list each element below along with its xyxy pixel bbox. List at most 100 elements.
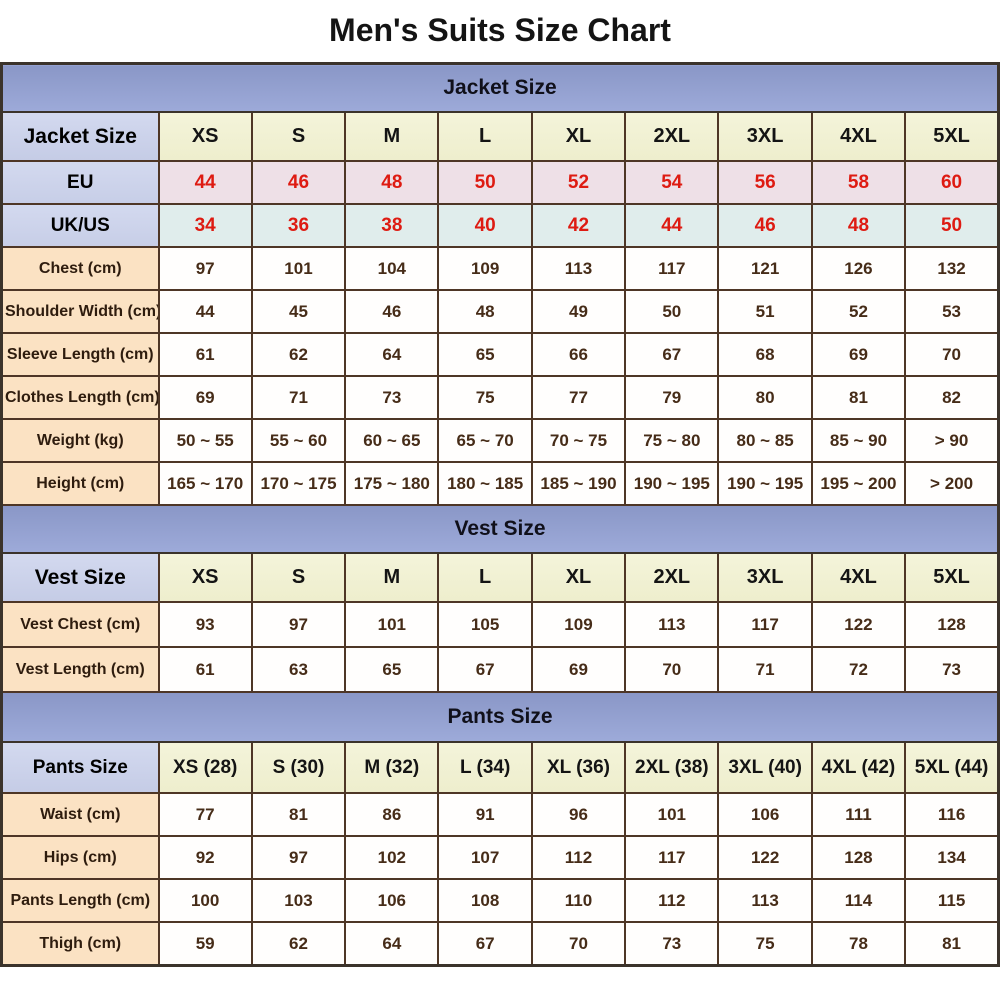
row-label: Clothes Length (cm) [0,375,160,420]
table-cell: 45 [250,289,347,334]
table-cell: 44 [624,203,720,248]
table-cell: 40 [437,203,533,248]
table-row-shoulder-width-cm-: Shoulder Width (cm) 44 45 46 48 49 50 51 52 53 [0,289,1000,334]
column-header-vest-size-m: M [344,552,440,603]
table-cell: 58 [810,160,907,205]
section-band-pants-size: Pants Size [0,691,1000,743]
table-cell: 107 [437,835,533,880]
column-header-pants-size-s30: S (30) [250,741,347,794]
table-cell: 165 ~ 170 [157,461,253,506]
table-cell: 78 [810,921,907,967]
table-cell: 44 [157,289,253,334]
table-cell: 105 [437,601,533,648]
table-cell: 97 [250,835,347,880]
table-cell: 77 [157,792,253,837]
size-header-row-vest-size: Vest Size XS S M L XL 2XL 3XL 4XL 5XL [0,552,1000,603]
size-table: Jacket Size Jacket Size XS S M L XL 2XL 3XL 4XL 5X… [0,62,1000,967]
table-cell: 75 [437,375,533,420]
table-cell: 46 [344,289,440,334]
column-header-jacket-size-xl: XL [530,111,627,162]
table-cell: > 90 [904,418,1000,463]
section-header-vest-size: Vest Size [0,504,1000,554]
column-header-jacket-size-3xl: 3XL [717,111,813,162]
column-header-pants-size-3xl40: 3XL (40) [717,741,813,794]
table-cell: 70 [904,332,1000,377]
table-cell: 36 [250,203,347,248]
column-header-jacket-size-xs: XS [157,111,253,162]
table-cell: 93 [157,601,253,648]
table-cell: 185 ~ 190 [530,461,627,506]
size-header-row-jacket-size: Jacket Size XS S M L XL 2XL 3XL 4XL 5XL [0,111,1000,162]
table-cell: 67 [624,332,720,377]
table-cell: 48 [810,203,907,248]
table-cell: 70 [624,646,720,693]
section-header-jacket-size: Jacket Size [0,62,1000,113]
table-cell: 117 [624,835,720,880]
table-cell: 109 [437,246,533,291]
table-cell: 67 [437,646,533,693]
table-cell: 81 [250,792,347,837]
size-header-row-pants-size: Pants Size XS (28) S (30) M (32) L (34) XL (3… [0,741,1000,794]
column-header-vest-size-xs: XS [157,552,253,603]
table-cell: 195 ~ 200 [810,461,907,506]
table-cell: 170 ~ 175 [250,461,347,506]
table-cell: 100 [157,878,253,923]
table-cell: 42 [530,203,627,248]
column-header-vest-size-s: S [250,552,347,603]
table-cell: 113 [624,601,720,648]
table-cell: 112 [624,878,720,923]
table-cell: 46 [250,160,347,205]
row-label: Vest Length (cm) [0,646,160,693]
column-header-pants-size-5xl44: 5XL (44) [904,741,1000,794]
row-label: Vest Chest (cm) [0,601,160,648]
table-cell: 80 ~ 85 [717,418,813,463]
table-cell: 122 [810,601,907,648]
column-header-vest-size-3xl: 3XL [717,552,813,603]
table-cell: 69 [157,375,253,420]
table-row-height-cm-: Height (cm) 165 ~ 170 170 ~ 175 175 ~ 180 18… [0,461,1000,506]
table-cell: 50 [437,160,533,205]
table-cell: 44 [157,160,253,205]
table-cell: 128 [904,601,1000,648]
corner-header-jacket-size: Jacket Size [0,111,160,162]
table-cell: 132 [904,246,1000,291]
table-cell: 73 [344,375,440,420]
size-table-body: Jacket Size Jacket Size XS S M L XL 2XL 3XL 4XL 5X… [0,62,1000,967]
table-cell: 104 [344,246,440,291]
column-header-vest-size-xl: XL [530,552,627,603]
row-label: Height (cm) [0,461,160,506]
table-cell: 73 [904,646,1000,693]
table-cell: 60 ~ 65 [344,418,440,463]
table-cell: 50 [904,203,1000,248]
section-header-pants-size: Pants Size [0,691,1000,743]
table-cell: 122 [717,835,813,880]
table-cell: 69 [810,332,907,377]
table-cell: 53 [904,289,1000,334]
table-cell: 67 [437,921,533,967]
table-cell: 85 ~ 90 [810,418,907,463]
table-cell: 128 [810,835,907,880]
table-cell: 46 [717,203,813,248]
column-header-jacket-size-m: M [344,111,440,162]
table-cell: 55 ~ 60 [250,418,347,463]
table-row-chest-cm-: Chest (cm) 97 101 104 109 113 117 121 126 132 [0,246,1000,291]
column-header-pants-size-4xl42: 4XL (42) [810,741,907,794]
table-row-pants-length-cm-: Pants Length (cm) 100 103 106 108 110 112 113 11… [0,878,1000,923]
corner-header-pants-size: Pants Size [0,741,160,794]
section-band-jacket-size: Jacket Size [0,62,1000,113]
table-row-waist-cm-: Waist (cm) 77 81 86 91 96 101 106 111 116 [0,792,1000,837]
table-cell: 34 [157,203,253,248]
table-row-vest-chest-cm-: Vest Chest (cm) 93 97 101 105 109 113 117 122 128 [0,601,1000,648]
row-label: Shoulder Width (cm) [0,289,160,334]
table-cell: 115 [904,878,1000,923]
table-cell: 48 [344,160,440,205]
column-header-vest-size-4xl: 4XL [810,552,907,603]
column-header-vest-size-5xl: 5XL [904,552,1000,603]
table-cell: 75 ~ 80 [624,418,720,463]
table-cell: 80 [717,375,813,420]
table-cell: 60 [904,160,1000,205]
table-row-sleeve-length-cm-: Sleeve Length (cm) 61 62 64 65 66 67 68 69 70 [0,332,1000,377]
table-row-clothes-length-cm-: Clothes Length (cm) 69 71 73 75 77 79 80 81 82 [0,375,1000,420]
row-label: Thigh (cm) [0,921,160,967]
table-cell: 111 [810,792,907,837]
